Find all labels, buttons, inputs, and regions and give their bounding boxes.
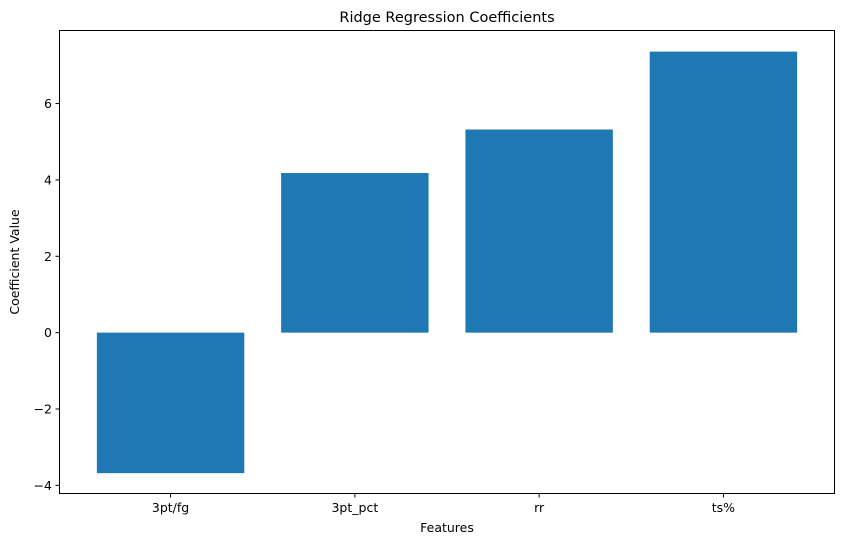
x-tick-label: 3pt/fg	[152, 500, 189, 515]
y-tick-label: 2	[44, 249, 52, 264]
y-axis: −4 −2 0 2 4 6	[34, 96, 60, 493]
bar-3pt/fg	[96, 332, 245, 474]
chart-title: Ridge Regression Coefficients	[339, 10, 554, 26]
x-axis: 3pt/fg 3pt_pct rr ts%	[152, 493, 735, 515]
plot-frame	[59, 30, 835, 494]
y-tick-label: 6	[44, 96, 52, 111]
bar-ts%	[649, 51, 798, 333]
y-tick-label: 4	[44, 172, 52, 187]
x-axis-label: Features	[420, 520, 474, 535]
bar-rr	[465, 129, 613, 333]
bar-3pt_pct	[281, 173, 429, 333]
y-tick-label: 0	[44, 325, 52, 340]
y-axis-label: Coefficient Value	[7, 209, 22, 315]
x-tick-label: ts%	[712, 500, 735, 515]
bars-group	[96, 51, 798, 474]
x-tick-label: rr	[534, 500, 545, 515]
y-tick-label: −2	[34, 402, 52, 417]
x-tick-label: 3pt_pct	[331, 500, 378, 515]
y-tick-label: −4	[34, 478, 52, 493]
